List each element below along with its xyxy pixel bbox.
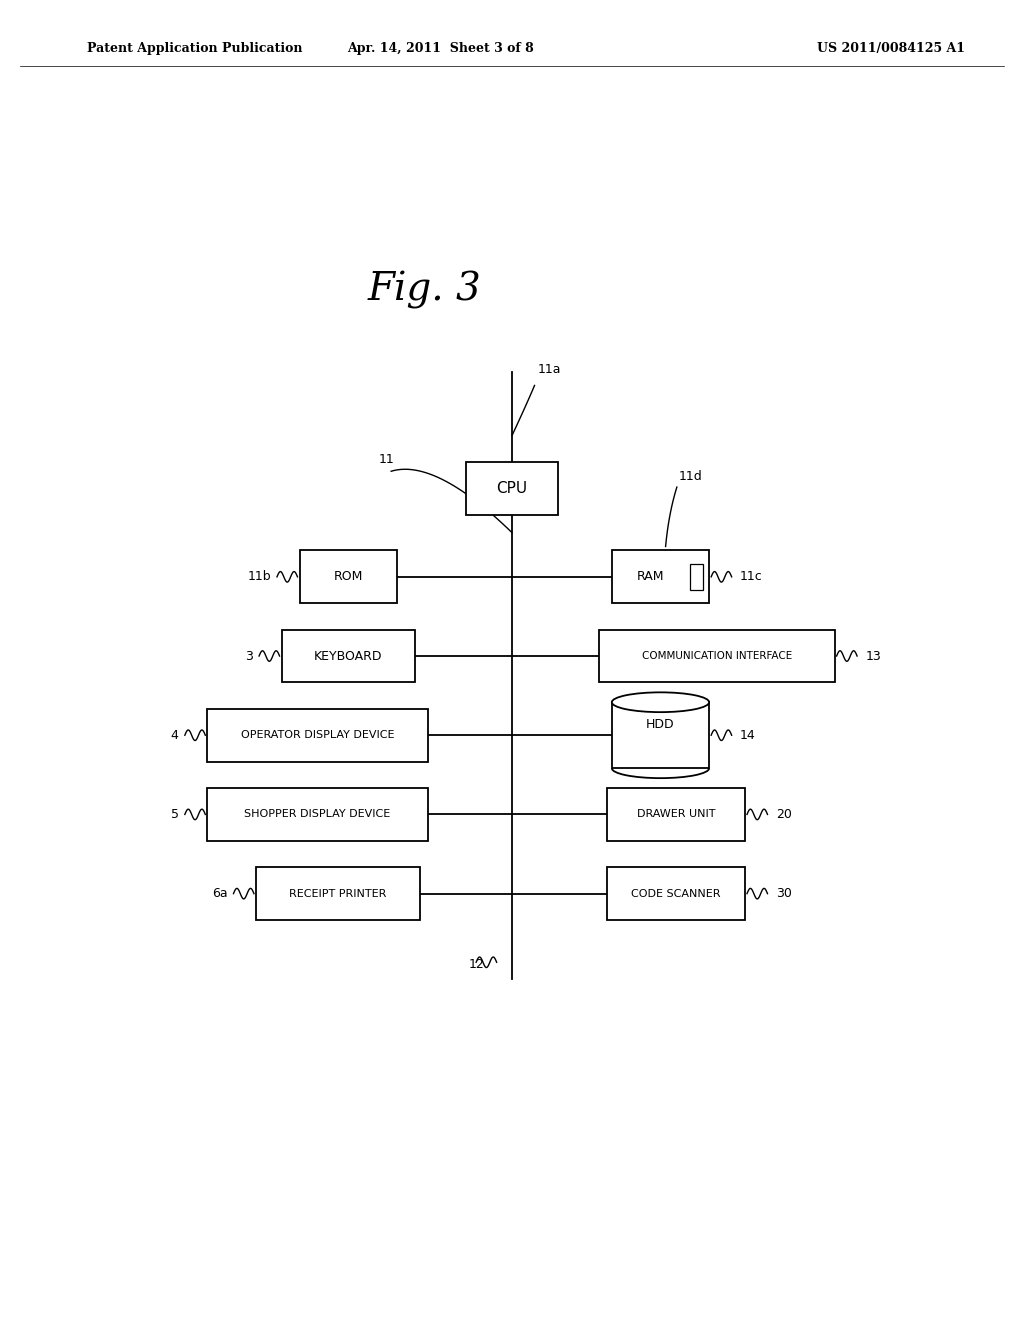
Text: ROM: ROM <box>334 570 362 583</box>
Bar <box>606 867 745 920</box>
Text: DRAWER UNIT: DRAWER UNIT <box>637 809 715 820</box>
Text: 3: 3 <box>245 649 253 663</box>
Text: 11a: 11a <box>538 363 561 376</box>
Bar <box>612 550 709 603</box>
Text: 30: 30 <box>776 887 792 900</box>
Text: 11c: 11c <box>739 570 763 583</box>
Text: 11b: 11b <box>247 570 270 583</box>
Text: 5: 5 <box>171 808 179 821</box>
Bar <box>466 462 558 515</box>
Text: 4: 4 <box>171 729 179 742</box>
Text: HDD: HDD <box>646 718 675 731</box>
Bar <box>606 788 745 841</box>
Bar <box>612 702 709 768</box>
Text: 6a: 6a <box>212 887 227 900</box>
Bar <box>300 550 397 603</box>
Text: 13: 13 <box>865 649 881 663</box>
Text: 20: 20 <box>776 808 792 821</box>
Bar <box>256 867 420 920</box>
Bar <box>690 564 702 590</box>
Text: 12: 12 <box>469 958 484 972</box>
Text: RECEIPT PRINTER: RECEIPT PRINTER <box>289 888 387 899</box>
Bar <box>282 630 415 682</box>
Text: 11d: 11d <box>679 470 702 483</box>
Ellipse shape <box>612 692 709 713</box>
Text: CODE SCANNER: CODE SCANNER <box>631 888 721 899</box>
Text: SHOPPER DISPLAY DEVICE: SHOPPER DISPLAY DEVICE <box>245 809 390 820</box>
Text: COMMUNICATION INTERFACE: COMMUNICATION INTERFACE <box>642 651 792 661</box>
Text: CPU: CPU <box>497 480 527 496</box>
Text: 14: 14 <box>739 729 756 742</box>
Bar <box>207 788 428 841</box>
Text: Apr. 14, 2011  Sheet 3 of 8: Apr. 14, 2011 Sheet 3 of 8 <box>347 42 534 55</box>
Text: OPERATOR DISPLAY DEVICE: OPERATOR DISPLAY DEVICE <box>241 730 394 741</box>
Text: RAM: RAM <box>637 570 664 583</box>
Text: Patent Application Publication: Patent Application Publication <box>87 42 302 55</box>
Text: 11: 11 <box>379 453 394 466</box>
Text: US 2011/0084125 A1: US 2011/0084125 A1 <box>817 42 965 55</box>
Text: KEYBOARD: KEYBOARD <box>314 649 382 663</box>
Bar <box>207 709 428 762</box>
Bar <box>599 630 835 682</box>
Text: Fig. 3: Fig. 3 <box>368 272 482 309</box>
